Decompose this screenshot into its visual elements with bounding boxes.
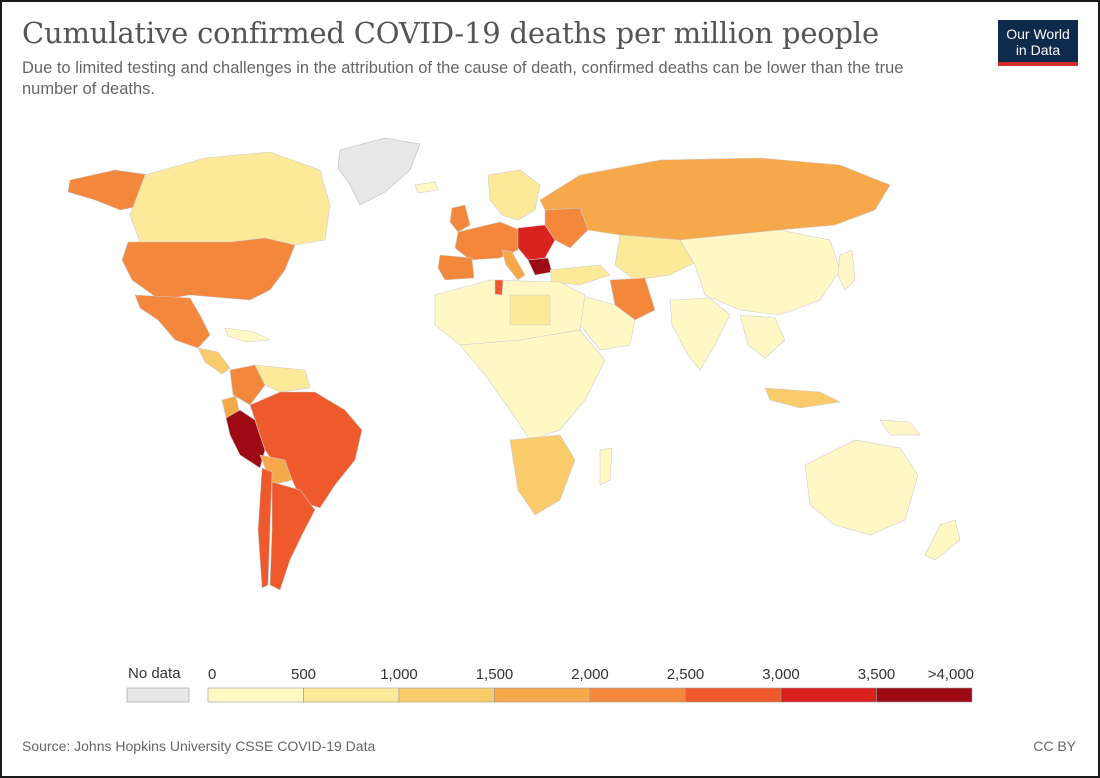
russia[interactable] bbox=[539, 157, 891, 241]
china[interactable] bbox=[679, 229, 841, 316]
legend-swatch[interactable] bbox=[303, 687, 400, 703]
india[interactable] bbox=[669, 297, 731, 371]
chile[interactable] bbox=[257, 467, 273, 589]
japan[interactable] bbox=[837, 249, 856, 291]
world-map bbox=[67, 137, 961, 591]
legend-swatch[interactable] bbox=[207, 687, 304, 703]
greenland[interactable] bbox=[337, 137, 421, 206]
australia[interactable] bbox=[804, 439, 919, 536]
colombia[interactable] bbox=[229, 364, 266, 406]
legend-swatch[interactable] bbox=[876, 687, 973, 703]
legend-swatch[interactable] bbox=[780, 687, 877, 703]
license-note[interactable]: CC BY bbox=[1033, 738, 1076, 754]
italy[interactable] bbox=[501, 249, 526, 281]
madagascar[interactable] bbox=[599, 447, 613, 486]
iberia[interactable] bbox=[437, 254, 475, 281]
new-zealand[interactable] bbox=[924, 519, 961, 561]
argentina[interactable] bbox=[269, 481, 316, 591]
legend-tick-label: 2,000 bbox=[571, 666, 609, 683]
legend-swatch[interactable] bbox=[494, 687, 591, 703]
central-america[interactable] bbox=[197, 347, 231, 375]
papua-new-guinea[interactable] bbox=[879, 419, 921, 436]
venezuela-guyanas[interactable] bbox=[254, 364, 311, 393]
legend-swatch[interactable] bbox=[589, 687, 686, 703]
uk[interactable] bbox=[449, 204, 471, 233]
color-legend: No data bbox=[0, 660, 1100, 710]
southern-africa[interactable] bbox=[509, 434, 576, 516]
chart-subtitle: Due to limited testing and challenges in… bbox=[22, 59, 904, 98]
legend-scale: 0 500 1,000 1,500 2,000 2,500 3,000 3,500 >4,000 bbox=[126, 666, 974, 703]
legend-tick-label: 0 bbox=[208, 666, 216, 683]
turkey[interactable] bbox=[549, 264, 611, 286]
mexico[interactable] bbox=[134, 294, 211, 349]
legend-tick-label: 3,500 bbox=[858, 666, 896, 683]
legend-tick-label: 3,000 bbox=[762, 666, 800, 683]
owid-logo[interactable]: Our World in Data bbox=[998, 20, 1078, 66]
legend-tick-label: >4,000 bbox=[928, 666, 974, 683]
legend-no-data-label: No data bbox=[128, 665, 181, 682]
brazil[interactable] bbox=[249, 391, 363, 509]
southeast-asia[interactable] bbox=[739, 314, 786, 359]
legend-swatch[interactable] bbox=[685, 687, 782, 703]
legend-tick-label: 500 bbox=[291, 666, 316, 683]
indonesia[interactable] bbox=[764, 387, 841, 409]
caribbean[interactable] bbox=[224, 327, 272, 343]
scandinavia[interactable] bbox=[487, 169, 541, 221]
logo-line-1: Our World bbox=[1006, 26, 1070, 42]
balkans[interactable] bbox=[527, 257, 553, 276]
libya[interactable] bbox=[509, 294, 551, 326]
canada[interactable] bbox=[129, 151, 331, 246]
legend-tick-label: 2,500 bbox=[667, 666, 705, 683]
source-note: Source: Johns Hopkins University CSSE CO… bbox=[22, 738, 376, 754]
central-africa[interactable] bbox=[459, 329, 606, 441]
logo-line-2: in Data bbox=[1015, 42, 1061, 58]
legend-swatch[interactable] bbox=[398, 687, 495, 703]
legend-tick-label: 1,500 bbox=[476, 666, 514, 683]
tunisia[interactable] bbox=[494, 279, 504, 296]
legend-tick-label: 1,000 bbox=[380, 666, 418, 683]
usa[interactable] bbox=[121, 237, 296, 301]
legend-no-data-swatch[interactable] bbox=[126, 687, 190, 703]
chart-title: Cumulative confirmed COVID-19 deaths per… bbox=[22, 16, 879, 50]
iceland[interactable] bbox=[414, 181, 439, 194]
